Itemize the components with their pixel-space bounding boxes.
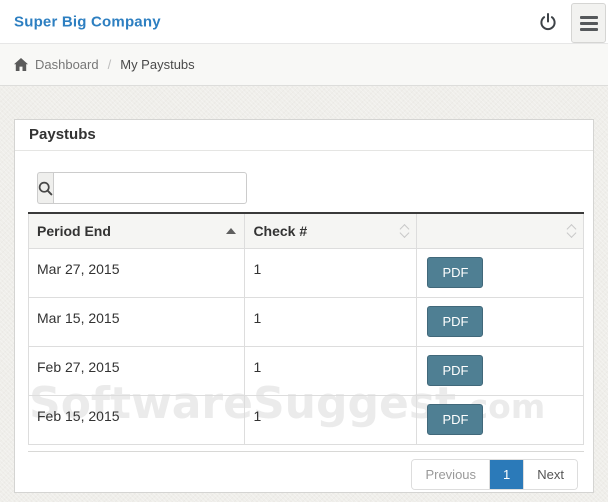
action-cell: PDF <box>416 297 584 347</box>
check-number-cell: 1 <box>244 297 418 347</box>
panel-body: Period End Check # <box>15 151 593 490</box>
table-header-row: Period End Check # <box>27 212 584 249</box>
sort-ascending-icon <box>226 228 237 234</box>
table-row: Feb 15, 2015 1 PDF <box>27 395 584 445</box>
check-number-cell: 1 <box>244 346 418 396</box>
period-end-cell: Feb 15, 2015 <box>27 395 246 445</box>
column-header-actions[interactable] <box>416 212 584 249</box>
pdf-download-button[interactable]: PDF <box>427 306 484 337</box>
pagination-row: Previous 1 Next <box>28 459 578 490</box>
breadcrumb-dashboard-link[interactable]: Dashboard <box>14 57 99 72</box>
period-end-cell: Feb 27, 2015 <box>27 346 246 396</box>
panel-heading: Paystubs <box>15 120 593 151</box>
action-cell: PDF <box>416 346 584 396</box>
search-addon <box>37 172 53 204</box>
table-row: Feb 27, 2015 1 PDF <box>27 346 584 396</box>
sort-both-icon <box>566 224 577 238</box>
table-footer-divider <box>28 451 584 452</box>
pdf-download-button[interactable]: PDF <box>427 257 484 288</box>
check-number-cell: 1 <box>244 248 418 298</box>
table-row: Mar 27, 2015 1 PDF <box>27 248 584 298</box>
period-end-cell: Mar 15, 2015 <box>27 297 246 347</box>
hamburger-menu-icon <box>579 15 598 31</box>
column-header-label: Check # <box>253 223 308 239</box>
sort-both-icon <box>400 224 410 238</box>
breadcrumb-item-label: Dashboard <box>35 57 99 72</box>
pagination-next-button[interactable]: Next <box>523 460 577 489</box>
paystubs-table: Period End Check # <box>27 212 584 445</box>
company-brand-link[interactable]: Super Big Company <box>14 13 161 30</box>
table-search-group <box>37 172 247 204</box>
logout-power-button[interactable] <box>536 10 560 34</box>
check-number-cell: 1 <box>244 395 418 445</box>
panel-title: Paystubs <box>29 126 96 143</box>
search-icon <box>38 181 53 196</box>
power-icon <box>538 12 558 32</box>
period-end-cell: Mar 27, 2015 <box>27 248 246 298</box>
column-header-label: Period End <box>37 223 111 239</box>
paystubs-panel: SoftwareSuggest.com Paystubs <box>14 119 594 493</box>
breadcrumb: Dashboard / My Paystubs <box>0 44 608 86</box>
pagination-page-1-button[interactable]: 1 <box>489 460 524 489</box>
page-content-area: SoftwareSuggest.com Paystubs <box>0 86 608 502</box>
action-cell: PDF <box>416 248 584 298</box>
pagination-previous-button[interactable]: Previous <box>412 460 490 489</box>
home-icon <box>14 58 28 71</box>
column-header-period-end[interactable]: Period End <box>27 212 246 249</box>
pdf-download-button[interactable]: PDF <box>427 355 484 386</box>
top-header-bar: Super Big Company <box>0 0 608 44</box>
search-input[interactable] <box>53 172 247 204</box>
breadcrumb-current-page: My Paystubs <box>120 57 195 72</box>
column-header-check-number[interactable]: Check # <box>244 212 418 249</box>
pagination: Previous 1 Next <box>411 459 578 490</box>
breadcrumb-separator: / <box>107 57 112 72</box>
hamburger-menu-button[interactable] <box>571 3 606 43</box>
table-row: Mar 15, 2015 1 PDF <box>27 297 584 347</box>
pdf-download-button[interactable]: PDF <box>427 404 484 435</box>
action-cell: PDF <box>416 395 584 445</box>
